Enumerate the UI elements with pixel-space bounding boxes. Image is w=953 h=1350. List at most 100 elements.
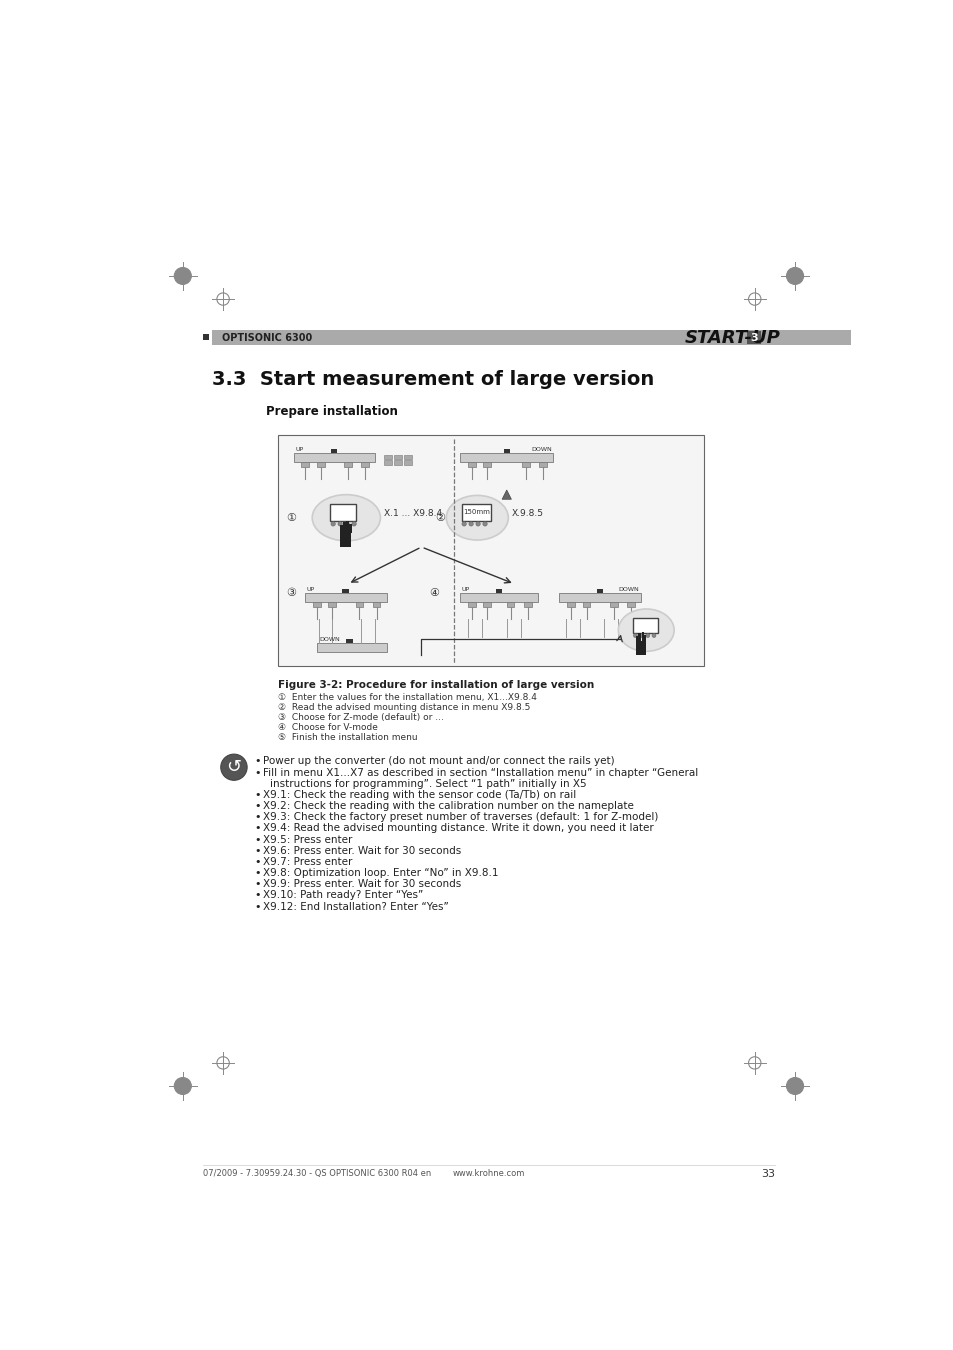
Circle shape [639,633,643,637]
Polygon shape [501,490,511,500]
Text: X.1 ... X9.8.4: X.1 ... X9.8.4 [383,509,441,518]
Circle shape [461,521,466,526]
Bar [384,455,392,459]
Bar [538,462,546,467]
Text: OPTISONIC 6300: OPTISONIC 6300 [221,332,312,343]
Circle shape [652,633,656,637]
Text: www.krohne.com: www.krohne.com [453,1169,524,1179]
Circle shape [337,521,342,526]
Bar [394,460,402,464]
Circle shape [785,267,802,285]
Bar [316,643,386,652]
Text: DOWN: DOWN [618,587,639,591]
Text: X9.6: Press enter. Wait for 30 seconds: X9.6: Press enter. Wait for 30 seconds [262,845,460,856]
Text: •: • [254,813,261,822]
Text: Figure 3-2: Procedure for installation of large version: Figure 3-2: Procedure for installation o… [278,680,594,690]
Bar [344,462,352,467]
Bar [506,602,514,608]
Bar [496,590,501,593]
Bar [203,333,209,340]
Bar [596,590,602,593]
Text: 07/2009 - 7.30959.24.30 - QS OPTISONIC 6300 R04 en: 07/2009 - 7.30959.24.30 - QS OPTISONIC 6… [203,1169,431,1179]
Text: •: • [254,801,261,811]
Text: instructions for programming”. Select “1 path” initially in X5: instructions for programming”. Select “1… [270,779,586,788]
Circle shape [633,633,637,637]
Text: •: • [254,834,261,845]
Text: 3.3  Start measurement of large version: 3.3 Start measurement of large version [212,370,654,389]
Text: START-UP: START-UP [684,328,781,347]
Text: •: • [254,879,261,890]
Bar [343,522,346,533]
Text: X9.3: Check the factory preset number of traverses (default: 1 for Z-model): X9.3: Check the factory preset number of… [262,813,658,822]
Bar [582,602,590,608]
Text: X9.1: Check the reading with the sensor code (Ta/Tb) on rail: X9.1: Check the reading with the sensor … [262,790,576,801]
Text: ②: ② [435,513,445,522]
Bar [626,602,634,608]
Text: •: • [254,857,261,867]
Bar [404,460,412,464]
Bar [558,593,640,602]
Text: ②  Read the advised mounting distance in menu X9.8.5: ② Read the advised mounting distance in … [278,702,530,711]
Text: ④  Choose for V-mode: ④ Choose for V-mode [278,722,377,732]
Circle shape [785,1077,802,1095]
Text: Fill in menu X1...X7 as described in section “Installation menu” in chapter “Gen: Fill in menu X1...X7 as described in sec… [262,768,698,778]
Bar [483,602,491,608]
Bar [328,602,335,608]
Bar [301,462,309,467]
Text: 150mm: 150mm [462,509,490,516]
Bar [638,633,640,643]
Bar [355,602,363,608]
Bar [523,602,531,608]
Text: ③: ③ [286,589,296,598]
Text: •: • [254,868,261,878]
Bar [468,602,476,608]
Bar [330,504,356,521]
Bar [348,524,352,533]
Text: X9.10: Path ready? Enter “Yes”: X9.10: Path ready? Enter “Yes” [262,891,422,900]
Text: X9.5: Press enter: X9.5: Press enter [262,834,352,845]
Text: 3: 3 [749,332,757,343]
Bar [384,460,392,464]
Bar [459,593,537,602]
Circle shape [331,521,335,526]
Text: UP: UP [461,587,470,591]
Circle shape [469,521,473,526]
Bar [468,462,476,467]
Bar [340,525,343,533]
Bar [461,504,491,521]
Text: ③  Choose for Z-mode (default) or ...: ③ Choose for Z-mode (default) or ... [278,713,443,721]
Bar [636,636,638,643]
Bar [340,532,351,547]
Text: ↺: ↺ [226,759,241,776]
Bar [459,454,553,462]
Text: UP: UP [307,587,314,591]
Bar [483,462,491,467]
Text: X9.12: End Installation? Enter “Yes”: X9.12: End Installation? Enter “Yes” [262,902,448,911]
Bar [643,634,645,643]
Text: Prepare installation: Prepare installation [266,405,398,417]
Bar [641,632,643,643]
Text: X9.8: Optimization loop. Enter “No” in X9.8.1: X9.8: Optimization loop. Enter “No” in X… [262,868,497,878]
Circle shape [174,1077,192,1095]
Ellipse shape [312,494,380,541]
Text: ⑤  Finish the installation menu: ⑤ Finish the installation menu [278,733,417,741]
Bar [567,602,575,608]
Text: ①  Enter the values for the installation menu, X1...X9.8.4: ① Enter the values for the installation … [278,693,537,702]
Bar [331,450,336,454]
Circle shape [174,267,192,285]
Bar [305,593,386,602]
Text: •: • [254,845,261,856]
Bar [278,435,703,667]
Bar [313,602,320,608]
Ellipse shape [446,495,508,540]
Text: X9.2: Check the reading with the calibration number on the nameplate: X9.2: Check the reading with the calibra… [262,801,633,811]
Text: •: • [254,902,261,911]
Bar [360,462,369,467]
Circle shape [476,521,479,526]
Circle shape [352,521,355,526]
Bar [633,618,658,633]
Text: X9.7: Press enter: X9.7: Press enter [262,857,352,867]
Text: •: • [254,891,261,900]
Bar [316,462,324,467]
Text: 33: 33 [760,1169,774,1179]
